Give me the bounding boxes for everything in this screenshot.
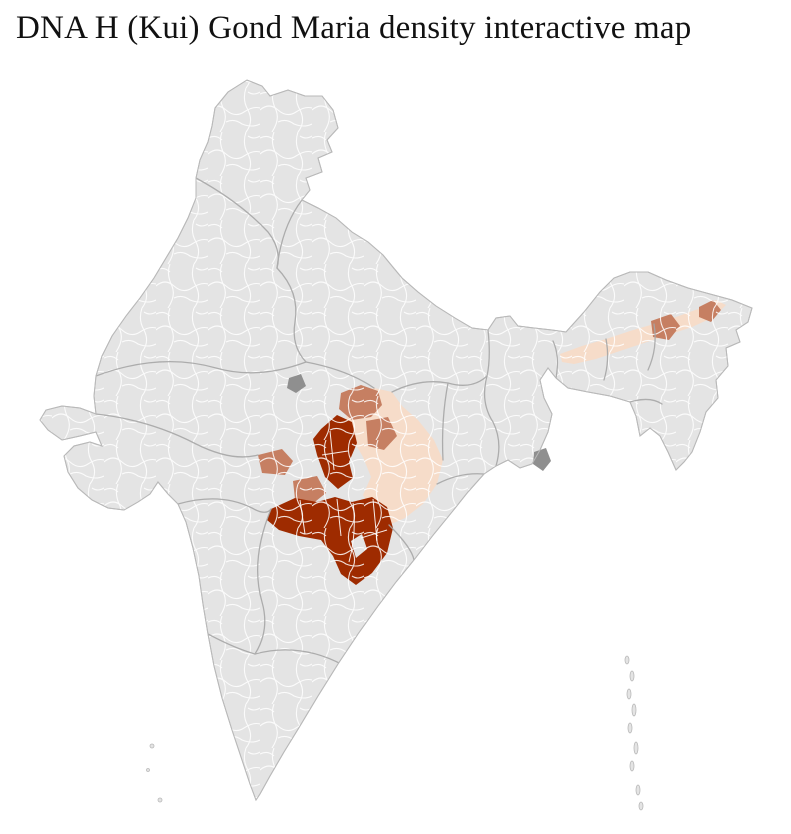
state-borders (95, 177, 663, 727)
island-chain-andaman[interactable] (624, 655, 644, 811)
page-title: DNA H (Kui) Gond Maria density interacti… (16, 10, 692, 46)
metro-district-delhi[interactable] (287, 374, 306, 393)
island-dots-west[interactable] (146, 743, 163, 803)
metro-district-kolkata[interactable] (533, 448, 551, 471)
district-mesh-overlay (40, 80, 752, 800)
district-seams (299, 430, 388, 563)
